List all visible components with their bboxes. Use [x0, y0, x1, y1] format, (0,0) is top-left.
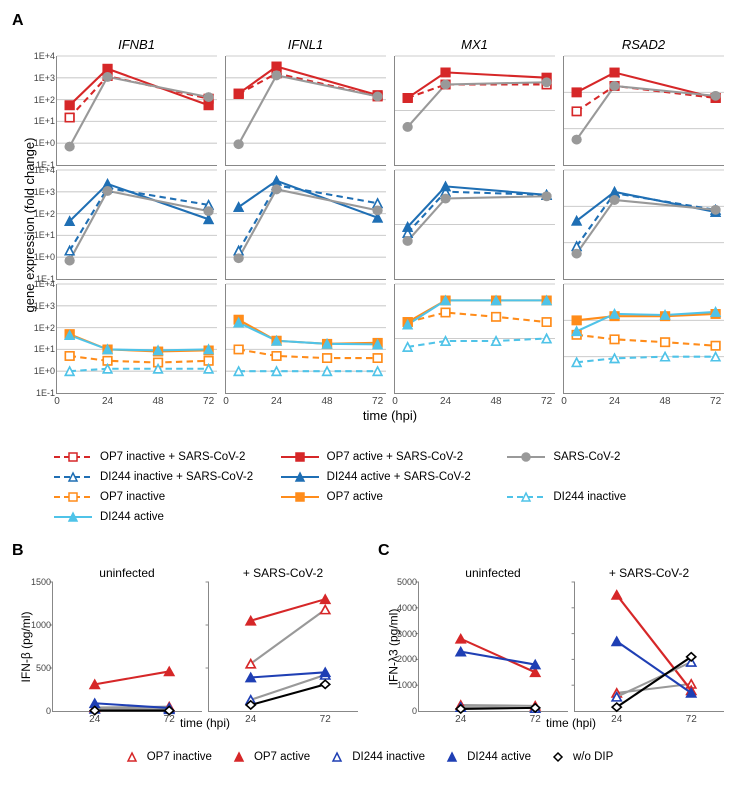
panel-a-grid: IFNB1IFNL1MX1RSAD2gene expression (fold … [12, 32, 724, 428]
chart-cell: 0244872 [225, 284, 386, 394]
y-axis-label: IFN-λ3 (pg/ml) [386, 609, 400, 686]
panel-c-label: C [378, 542, 724, 560]
legend-item: DI244 inactive [328, 750, 425, 764]
legend-item: w/o DIP [549, 750, 613, 764]
chart-cell [225, 56, 386, 166]
legend-item: OP7 active [279, 490, 498, 504]
panel-b-label: B [12, 542, 358, 560]
column-title: IFNB1 [56, 37, 217, 52]
chart-cell: 1E-11E+01E+11E+21E+31E+4 [56, 56, 217, 166]
panel-a: A IFNB1IFNL1MX1RSAD2gene expression (fol… [12, 12, 724, 524]
legend-item: OP7 inactive [52, 490, 271, 504]
legend-item: DI244 active [443, 750, 531, 764]
subplot-title: + SARS-CoV-2 [208, 566, 358, 580]
legend-item: OP7 inactive + SARS-CoV-2 [52, 450, 271, 464]
chart-cell: 2472 [574, 582, 724, 712]
subplot-title: uninfected [418, 566, 568, 580]
panel-b-grid: uninfected+ SARS-CoV-2IFN-β (pg/ml)05001… [12, 562, 358, 730]
legend-item: DI244 active + SARS-CoV-2 [279, 470, 498, 484]
chart-cell: 2472 [208, 582, 358, 712]
chart-cell: 1E-11E+01E+11E+21E+31E+40244872 [56, 284, 217, 394]
legend-item: DI244 inactive + SARS-CoV-2 [52, 470, 271, 484]
legend-item: DI244 inactive [505, 490, 724, 504]
legend-item: OP7 inactive [123, 750, 212, 764]
panel-bc-legend: OP7 inactive OP7 active DI244 inactive DI24… [12, 750, 724, 764]
legend-item: OP7 active [230, 750, 310, 764]
subplot-title: uninfected [52, 566, 202, 580]
chart-cell [563, 170, 724, 280]
chart-cell: 0100020003000400050002472 [418, 582, 568, 712]
chart-cell: 0244872 [394, 284, 555, 394]
panel-bc-row: B uninfected+ SARS-CoV-2IFN-β (pg/ml)050… [12, 542, 724, 730]
legend-item [505, 470, 724, 484]
panel-c-grid: uninfected + SARS-CoV-2 IFN-λ3 (pg/ml) 0100… [378, 562, 724, 730]
column-title: RSAD2 [563, 37, 724, 52]
subplot-title: + SARS-CoV-2 [574, 566, 724, 580]
chart-cell [394, 56, 555, 166]
column-title: MX1 [394, 37, 555, 52]
panel-c: C uninfected + SARS-CoV-2 IFN-λ3 (pg/ml) 01… [378, 542, 724, 730]
legend-item: DI244 active [52, 510, 271, 524]
chart-cell [225, 170, 386, 280]
chart-cell: 1E-11E+01E+11E+21E+31E+4 [56, 170, 217, 280]
panel-a-label: A [12, 12, 724, 30]
panel-a-legend: OP7 inactive + SARS-CoV-2 OP7 active + SA… [12, 450, 724, 524]
chart-cell [563, 56, 724, 166]
column-title: IFNL1 [225, 37, 386, 52]
chart-cell: 0244872 [563, 284, 724, 394]
legend-item: SARS-CoV-2 [505, 450, 724, 464]
chart-cell [394, 170, 555, 280]
x-axis-label: time (hpi) [56, 408, 724, 428]
chart-cell: 0500100015002472 [52, 582, 202, 712]
legend-item: OP7 active + SARS-CoV-2 [279, 450, 498, 464]
panel-b: B uninfected+ SARS-CoV-2IFN-β (pg/ml)050… [12, 542, 358, 730]
